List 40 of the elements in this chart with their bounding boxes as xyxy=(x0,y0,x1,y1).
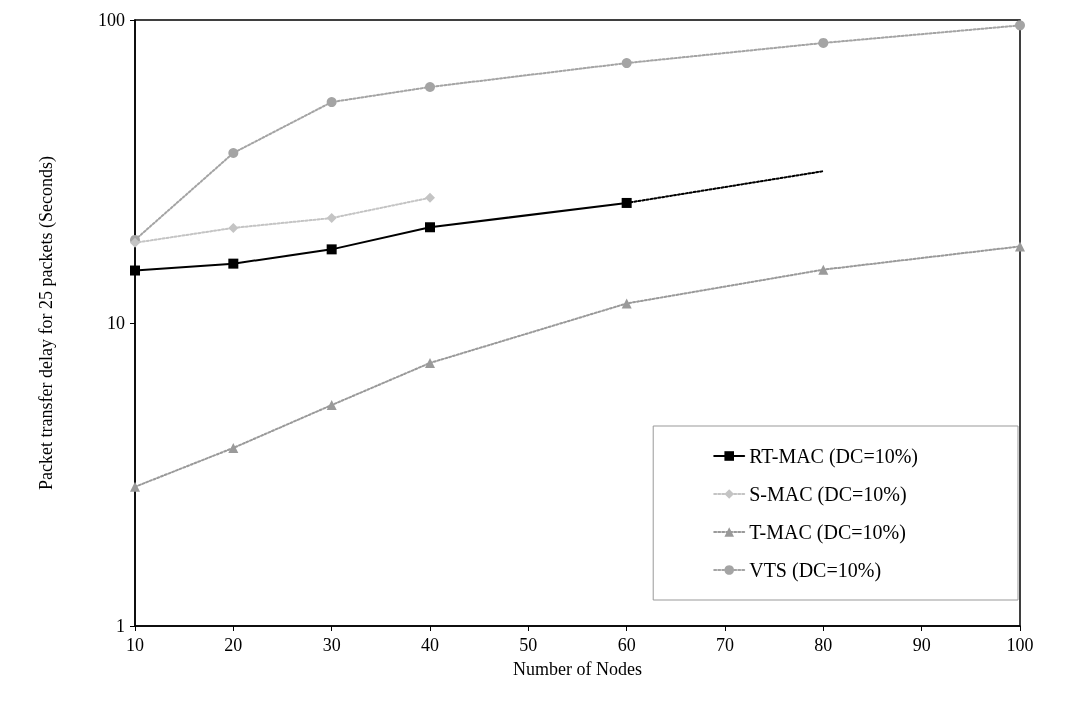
point xyxy=(326,244,337,255)
point xyxy=(326,400,337,411)
x-tick-label: 100 xyxy=(1006,635,1034,655)
point xyxy=(130,481,140,492)
point xyxy=(228,147,239,158)
x-tick-label: 50 xyxy=(519,635,538,655)
x-axis-title: Number of Nodes xyxy=(513,659,642,679)
y-tick-label: 100 xyxy=(98,10,125,30)
point xyxy=(425,222,435,233)
x-tick-label: 70 xyxy=(716,635,734,655)
point xyxy=(425,82,435,92)
point xyxy=(621,58,632,69)
x-tick-label: 30 xyxy=(322,635,341,655)
legend-label: S-MAC (DC=10%) xyxy=(749,483,907,506)
x-tick-label: 40 xyxy=(421,635,439,655)
point xyxy=(621,298,632,309)
point xyxy=(425,192,435,203)
x-tick-label: 10 xyxy=(126,635,144,655)
y-axis-title: Packet transfer delay for 25 packets (Seconds) xyxy=(36,156,57,490)
point xyxy=(818,37,829,48)
x-tick-label: 20 xyxy=(224,635,243,655)
point xyxy=(130,265,140,276)
point xyxy=(228,222,239,233)
x-tick-label: 60 xyxy=(617,635,636,655)
point xyxy=(228,442,239,453)
point xyxy=(1015,241,1025,252)
point xyxy=(326,97,337,108)
point xyxy=(228,258,239,269)
point xyxy=(425,357,435,368)
x-tick-label: 80 xyxy=(814,635,833,655)
point xyxy=(326,213,337,224)
legend-label: T-MAC (DC=10%) xyxy=(749,521,906,544)
point xyxy=(818,264,829,275)
x-tick-label: 90 xyxy=(912,635,931,655)
y-tick-label: 1 xyxy=(116,616,125,636)
legend-label: RT-MAC (DC=10%) xyxy=(749,445,919,468)
legend-label: VTS (DC=10%) xyxy=(749,559,882,582)
point xyxy=(621,197,632,208)
point xyxy=(1015,20,1025,31)
y-tick-label: 10 xyxy=(107,313,125,333)
